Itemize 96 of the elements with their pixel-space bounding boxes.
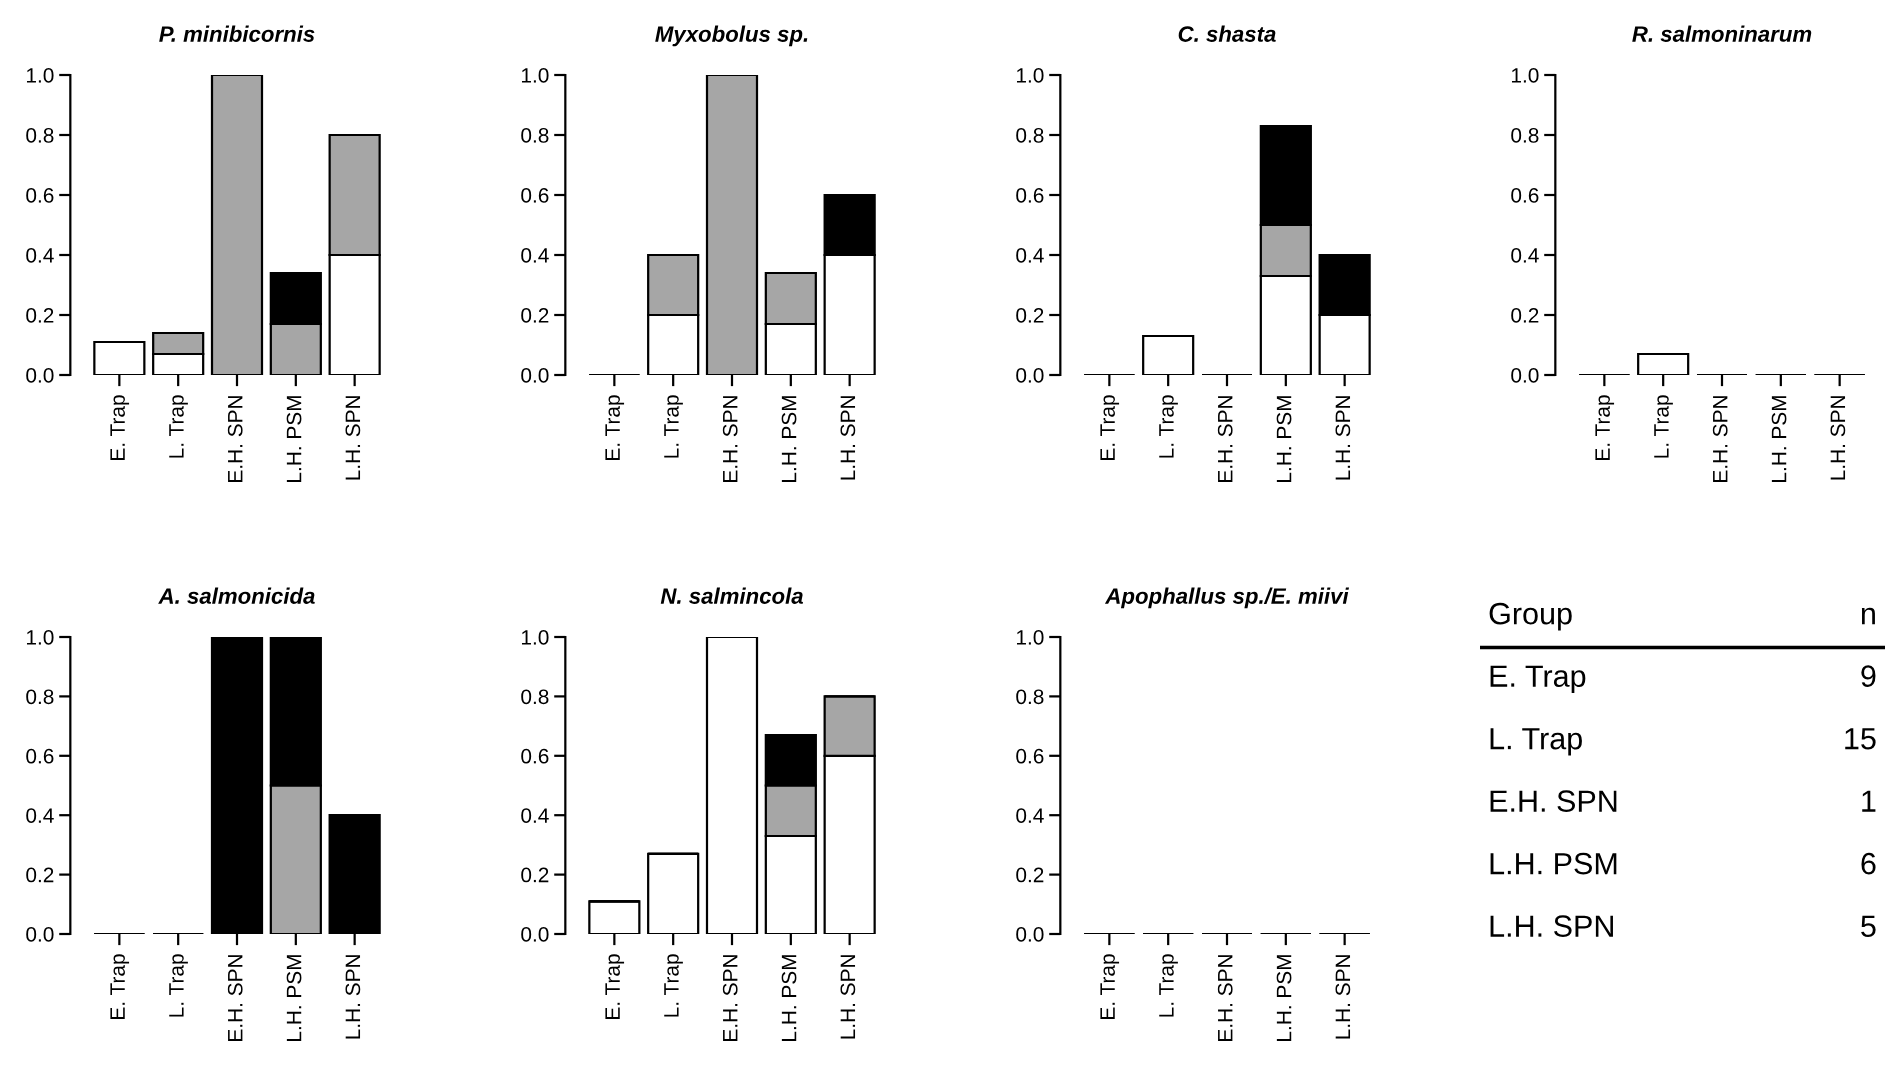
y-tick-label: 0.8 bbox=[521, 689, 549, 705]
y-tick-label: 0.0 bbox=[1016, 368, 1044, 383]
x-tick-label: L. Trap bbox=[169, 954, 188, 1017]
y-tick-label: 0.2 bbox=[1016, 308, 1044, 323]
y-tick-label: 0.8 bbox=[26, 128, 54, 143]
x-tick-label: L. Trap bbox=[664, 395, 683, 458]
x-tick-label: L.H. SPN bbox=[1830, 396, 1846, 480]
y-tick-label: 0.2 bbox=[1016, 867, 1044, 883]
x-tick-label: L.H. SPN bbox=[840, 396, 856, 480]
x-tick-label: E. Trap bbox=[605, 395, 625, 460]
y-tick-label: 0.8 bbox=[521, 128, 549, 143]
y-tick-label: 0.8 bbox=[1511, 128, 1539, 143]
y-tick-label: 1.0 bbox=[1511, 68, 1539, 83]
x-tick-label: L. Trap bbox=[1654, 395, 1673, 458]
y-tick-label: 0.2 bbox=[26, 308, 54, 323]
y-tick-label: 1.0 bbox=[1016, 68, 1044, 83]
y-tick-label: 0.4 bbox=[521, 808, 549, 823]
x-tick-label: L. Trap bbox=[664, 954, 683, 1017]
x-tick-label: L.H. PSM bbox=[781, 955, 797, 1041]
chart-title: C. shasta bbox=[1178, 25, 1276, 42]
y-tick-label: 1.0 bbox=[26, 68, 54, 83]
y-tick-label: 0.0 bbox=[521, 368, 549, 383]
y-tick-label: 0.6 bbox=[521, 188, 549, 203]
category-label: L.H. PSM bbox=[1490, 852, 1617, 875]
x-tick-label: L.H. PSM bbox=[781, 396, 797, 482]
x-tick-label: E. Trap bbox=[110, 395, 130, 460]
y-tick-label: 0.0 bbox=[1511, 368, 1539, 383]
y-tick-label: 0.0 bbox=[1016, 927, 1044, 942]
category-label: L. Trap bbox=[1490, 728, 1582, 756]
x-tick-label: E.H. SPN bbox=[227, 396, 243, 482]
x-tick-label: L. Trap bbox=[1159, 954, 1178, 1017]
data-label: 1 bbox=[1862, 790, 1876, 812]
y-tick-label: 0.4 bbox=[26, 808, 54, 823]
y-tick-label: 0.6 bbox=[1511, 188, 1539, 203]
data-label: 15 bbox=[1845, 728, 1876, 750]
y-tick-label: 1.0 bbox=[521, 68, 549, 83]
y-tick-label: 1.0 bbox=[26, 630, 54, 645]
x-tick-label: L.H. SPN bbox=[1335, 955, 1351, 1039]
data-label: 9 bbox=[1861, 665, 1876, 687]
x-tick-label: L.H. PSM bbox=[1771, 396, 1787, 482]
x-tick-label: E. Trap bbox=[605, 954, 625, 1019]
chart-title: N. salmincola bbox=[660, 587, 803, 604]
x-tick-label: E.H. SPN bbox=[722, 955, 738, 1041]
x-tick-label: L.H. SPN bbox=[345, 396, 361, 480]
y-tick-label: 0.6 bbox=[1016, 188, 1044, 203]
y-tick-label: 0.8 bbox=[26, 689, 54, 705]
category-label: E. Trap bbox=[1490, 665, 1586, 693]
x-tick-label: E.H. SPN bbox=[1712, 396, 1728, 482]
x-tick-label: E. Trap bbox=[1100, 395, 1120, 460]
category-label: E.H. SPN bbox=[1490, 790, 1617, 812]
x-tick-label: L. Trap bbox=[169, 395, 188, 458]
data-label: 6 bbox=[1861, 852, 1876, 875]
y-tick-label: 0.2 bbox=[521, 308, 549, 323]
y-tick-label: 0.0 bbox=[26, 927, 54, 942]
x-tick-label: E.H. SPN bbox=[1217, 396, 1233, 482]
y-tick-label: 0.4 bbox=[521, 248, 549, 263]
x-tick-label: L.H. SPN bbox=[840, 955, 856, 1039]
x-tick-label: L.H. SPN bbox=[1335, 396, 1351, 480]
y-tick-label: 1.0 bbox=[1016, 630, 1044, 645]
y-tick-label: 0.6 bbox=[26, 748, 54, 764]
chart-title: Myxobolus sp. bbox=[655, 25, 808, 47]
x-tick-label: E. Trap bbox=[110, 954, 130, 1019]
x-tick-label: L.H. SPN bbox=[345, 955, 361, 1039]
text: n bbox=[1861, 607, 1875, 625]
x-tick-label: E.H. SPN bbox=[227, 955, 243, 1041]
data-label: 5 bbox=[1861, 915, 1876, 937]
chart-title: A. salmonicida bbox=[158, 587, 315, 604]
chart-title: R. salmoninarum bbox=[1632, 25, 1812, 42]
x-tick-label: L. Trap bbox=[1159, 395, 1178, 458]
y-tick-label: 0.0 bbox=[521, 927, 549, 942]
y-tick-label: 0.8 bbox=[1016, 689, 1044, 705]
y-tick-label: 0.2 bbox=[26, 867, 54, 883]
x-tick-label: E. Trap bbox=[1595, 395, 1615, 460]
y-tick-label: 0.8 bbox=[1016, 128, 1044, 143]
x-tick-label: E.H. SPN bbox=[1217, 955, 1233, 1041]
y-tick-label: 1.0 bbox=[521, 630, 549, 645]
x-tick-label: L.H. PSM bbox=[1276, 396, 1292, 482]
y-tick-label: 0.6 bbox=[521, 748, 549, 764]
category-label: L.H. SPN bbox=[1490, 915, 1613, 937]
chart-title: P. minibicornis bbox=[159, 25, 315, 42]
y-tick-label: 0.0 bbox=[26, 368, 54, 383]
x-tick-label: L.H. PSM bbox=[286, 396, 302, 482]
y-tick-label: 0.4 bbox=[1016, 248, 1044, 263]
chart-title: Apophallus sp./E. miivi bbox=[1104, 587, 1350, 609]
x-tick-label: L.H. PSM bbox=[1276, 955, 1292, 1041]
x-tick-label: E.H. SPN bbox=[722, 396, 738, 482]
y-tick-label: 0.4 bbox=[1511, 248, 1539, 263]
x-tick-label: L.H. PSM bbox=[286, 955, 302, 1041]
x-tick-label: E. Trap bbox=[1100, 954, 1120, 1019]
y-tick-label: 0.2 bbox=[1511, 308, 1539, 323]
y-tick-label: 0.4 bbox=[26, 248, 54, 263]
y-tick-label: 0.4 bbox=[1016, 808, 1044, 823]
y-tick-label: 0.6 bbox=[26, 188, 54, 203]
text: Group bbox=[1489, 602, 1572, 631]
y-tick-label: 0.2 bbox=[521, 867, 549, 883]
y-tick-label: 0.6 bbox=[1016, 748, 1044, 764]
